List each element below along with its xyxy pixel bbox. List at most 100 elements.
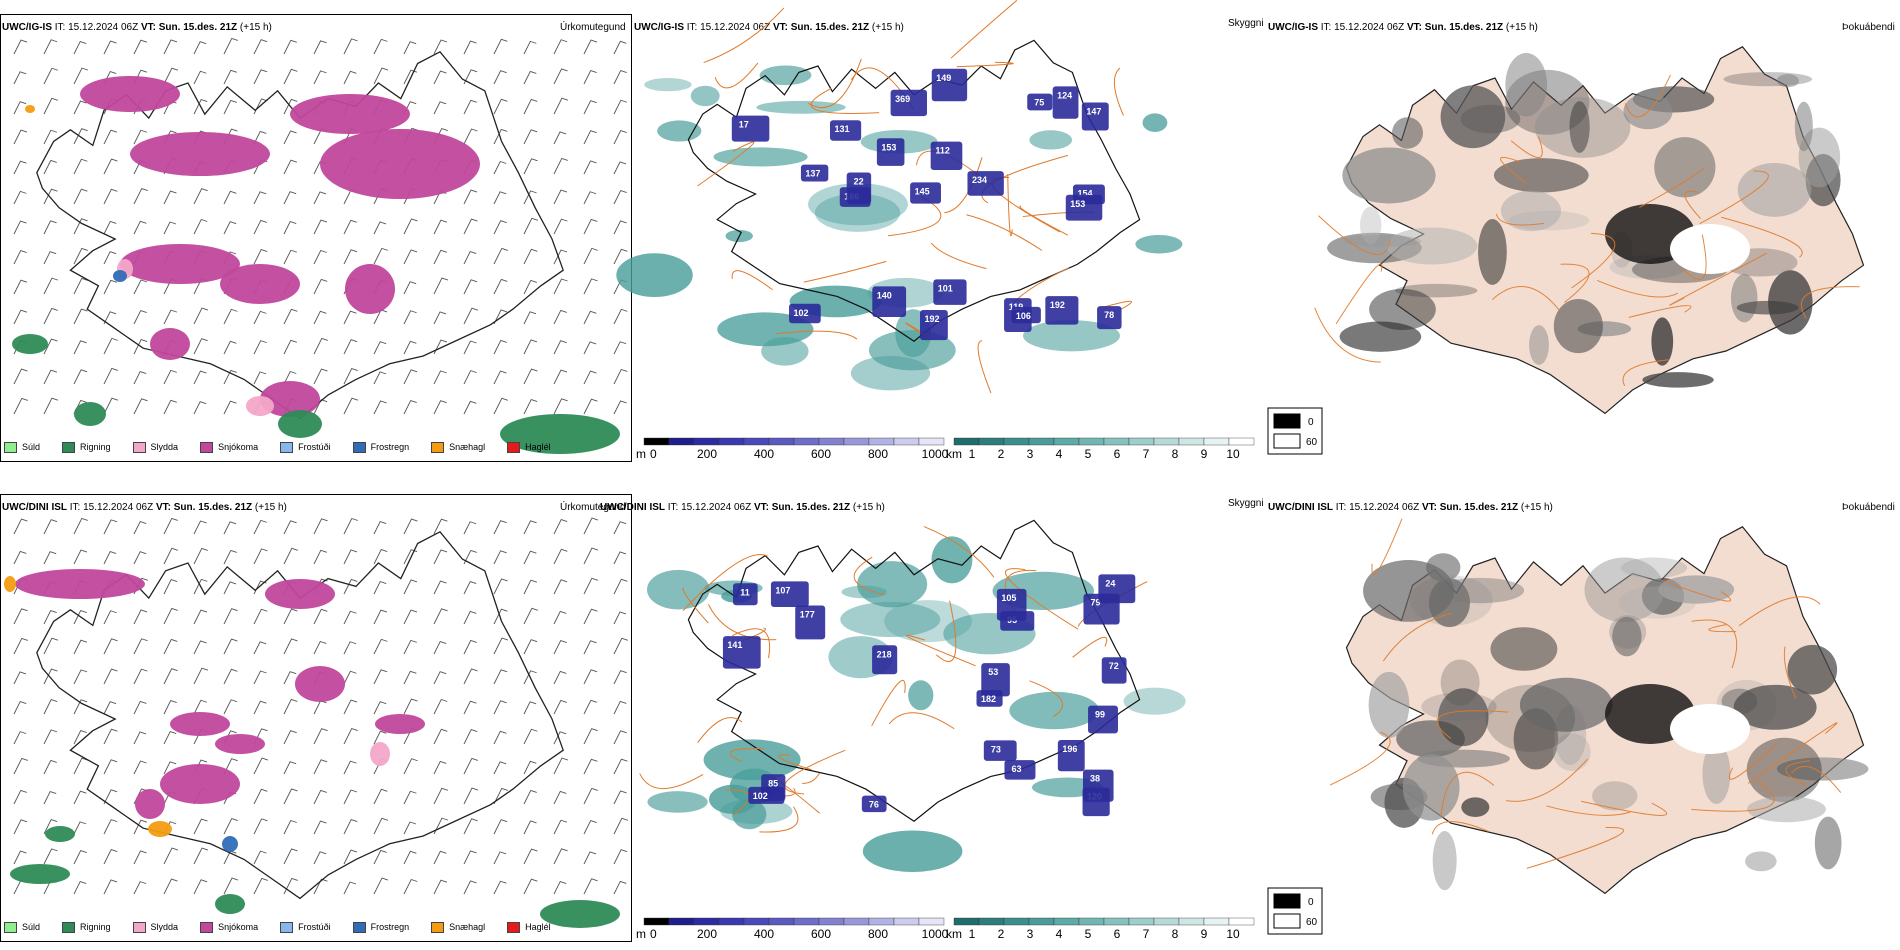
ceiling-scale-cell (818, 917, 845, 926)
wind-barb (253, 877, 268, 895)
legend-swatch (352, 441, 366, 453)
wind-barb (493, 370, 507, 385)
wind-barb (103, 40, 117, 55)
fog-scale-top: 0 60 (1267, 407, 1323, 455)
fog-patch (1814, 816, 1842, 870)
wind-barb (283, 159, 298, 175)
wind-barb (133, 220, 147, 235)
visibility-patch (690, 85, 720, 107)
wind-barb (43, 698, 58, 715)
wind-barb (613, 99, 628, 115)
road (1669, 252, 1767, 306)
wind-barb (283, 761, 297, 775)
wind-barb (523, 339, 538, 355)
wind-barb (493, 339, 507, 355)
fog-patch (1654, 137, 1716, 198)
wind-barb (373, 371, 387, 385)
wind-barb (373, 730, 387, 745)
fog-patch (1787, 644, 1838, 695)
vt-label: VT: (1421, 502, 1437, 513)
wind-barb (373, 669, 388, 685)
wind-barb (133, 700, 147, 715)
precip-area-frostregn (222, 836, 238, 852)
wind-barb (193, 847, 209, 865)
road (1007, 174, 1013, 237)
road (697, 141, 755, 187)
ceiling-scale-cell (843, 437, 870, 446)
wind-barb (493, 880, 507, 895)
wind-barb (13, 637, 28, 655)
valid-time: Sun. 15.des. 21Z (771, 502, 851, 513)
visibility-patch (703, 739, 801, 781)
road (1510, 136, 1543, 158)
wind-barb (313, 249, 327, 265)
vt-label: VT: (1406, 22, 1422, 33)
wind-barb (433, 671, 447, 685)
wind-barb (553, 880, 567, 895)
wind-barb (553, 670, 567, 685)
wind-barb (133, 609, 148, 625)
fog-patch (1359, 206, 1382, 245)
visibility-patch (646, 569, 710, 610)
vis-scale-tick: 7 (1143, 927, 1150, 941)
wind-barb (493, 578, 508, 595)
coastline (36, 50, 564, 420)
precip-area-snjokoma (160, 764, 240, 804)
vis-scale-cell (1203, 437, 1230, 446)
wind-barb (523, 607, 539, 625)
wind-barb (343, 517, 358, 535)
lead-time: (+15 h) (254, 502, 287, 513)
wind-barb (463, 668, 478, 685)
fog-patch (1620, 557, 1688, 579)
wind-barb (223, 308, 238, 325)
wind-barb (43, 610, 57, 625)
wind-barb (583, 370, 597, 385)
road (936, 600, 957, 662)
fog-patch (1776, 757, 1869, 781)
precip-area-snjokoma (80, 76, 180, 112)
legend-label: Snjókoma (218, 922, 259, 932)
wind-barb (163, 668, 178, 685)
wind-barb (523, 520, 537, 535)
wind-barb (493, 70, 507, 85)
wind-barb (103, 188, 118, 205)
wind-barb (223, 877, 239, 895)
wind-barb (133, 187, 148, 205)
init-time: 15.12.2024 06Z (1334, 22, 1405, 33)
wind-barb (313, 851, 327, 865)
fog-patch (1747, 796, 1826, 823)
ceiling-area (876, 138, 905, 166)
wind-barb (43, 129, 58, 145)
wind-barb (73, 128, 88, 145)
precip-area-snjokoma (375, 714, 425, 734)
wind-barb (583, 341, 597, 355)
ceiling-label: 105 (1001, 593, 1016, 603)
wind-barb (583, 608, 598, 625)
vis-scale-cell (1078, 437, 1105, 446)
wind-barb (43, 848, 58, 865)
vis-scale-tick: 9 (1201, 927, 1208, 941)
precip-area-slydda (246, 396, 274, 416)
wind-barb (553, 639, 567, 655)
fog-patch (1642, 372, 1714, 388)
fog-patch (1368, 671, 1410, 738)
model-name: UWC/DINI ISL (1268, 502, 1333, 513)
fog-patch (1737, 162, 1812, 217)
wind-barb (553, 218, 568, 235)
wind-barb (343, 670, 357, 685)
wind-barb (613, 849, 628, 865)
wind-barb (13, 850, 27, 865)
legend-item: Haglél (507, 441, 551, 453)
wind-barb (163, 547, 178, 565)
ceiling-label: 106 (1016, 311, 1031, 321)
wind-barb (163, 700, 177, 715)
wind-barb (343, 699, 358, 715)
wind-barb (583, 247, 598, 265)
fog-scale-bottom: 0 60 (1267, 887, 1323, 935)
wind-barb (43, 220, 57, 235)
wind-barb (613, 400, 627, 415)
ceiling-area (1011, 306, 1041, 324)
vis-scale-cell (1078, 917, 1105, 926)
wind-barb (43, 251, 57, 265)
